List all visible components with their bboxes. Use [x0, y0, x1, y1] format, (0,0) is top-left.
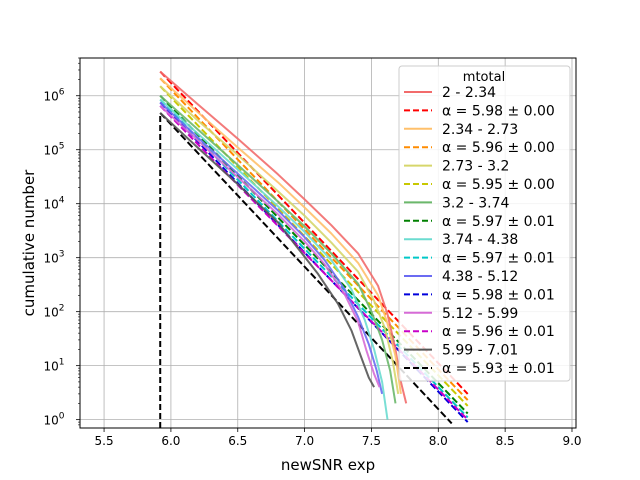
data-line: [159, 85, 400, 395]
x-axis: 5.5 6.0 6.5 7.0 7.5 8.0 8.5 9.0: [95, 428, 582, 448]
legend-entry-label: 2.34 - 2.73: [442, 122, 518, 138]
plot-frame: [79, 57, 577, 429]
x-tick-label: 8.5: [496, 434, 515, 448]
legend-entry-label: α = 5.95 ± 0.00: [442, 177, 555, 193]
fit-line: [159, 101, 469, 423]
legend-entry-label: 4.38 - 5.12: [442, 269, 518, 285]
legend-entry-label: α = 5.98 ± 0.01: [442, 287, 555, 303]
x-tick-label: 7.5: [362, 434, 381, 448]
legend-entry-label: 3.74 - 4.38: [442, 232, 518, 248]
data-line: [159, 112, 375, 388]
x-tick-label: 9.0: [562, 434, 581, 448]
legend-entry-label: 5.99 - 7.01: [442, 343, 518, 359]
legend-entry-label: 5.12 - 5.99: [442, 306, 518, 322]
x-tick-label: 5.5: [95, 434, 114, 448]
x-tick-label: 6.0: [161, 434, 180, 448]
y-axis-label: cumulative number: [20, 169, 38, 317]
data-line: [159, 94, 397, 404]
data-line: [159, 98, 389, 420]
legend-entry-label: α = 5.97 ± 0.01: [442, 214, 555, 230]
legend-entry-label: α = 5.97 ± 0.01: [442, 251, 555, 267]
legend-entry-label: 3.2 - 3.74: [442, 195, 509, 211]
x-tick-label: 8.0: [429, 434, 448, 448]
legend: mtotal 2 - 2.34 α = 5.98 ± 0.00 2.34 - 2.7…: [398, 65, 571, 382]
fit-line: [159, 85, 469, 407]
legend-entry-label: α = 5.96 ± 0.00: [442, 140, 555, 156]
x-tick-label: 7.0: [295, 434, 314, 448]
legend-box: [398, 65, 571, 382]
legend-entry-label: α = 5.98 ± 0.00: [442, 103, 555, 119]
legend-entry-label: α = 5.93 ± 0.01: [442, 361, 555, 377]
legend-title: mtotal: [463, 70, 505, 85]
data-line: [159, 105, 381, 388]
data-line: [159, 101, 384, 395]
legend-entry-label: 2.73 - 3.2: [442, 159, 509, 175]
legend-entry-label: 2 - 2.34: [442, 85, 496, 101]
data-line: [159, 70, 408, 404]
data-line: [159, 77, 402, 395]
x-tick-label: 6.5: [228, 434, 247, 448]
x-axis-label: newSNR exp: [281, 456, 375, 474]
legend-entry-label: α = 5.96 ± 0.01: [442, 324, 555, 340]
